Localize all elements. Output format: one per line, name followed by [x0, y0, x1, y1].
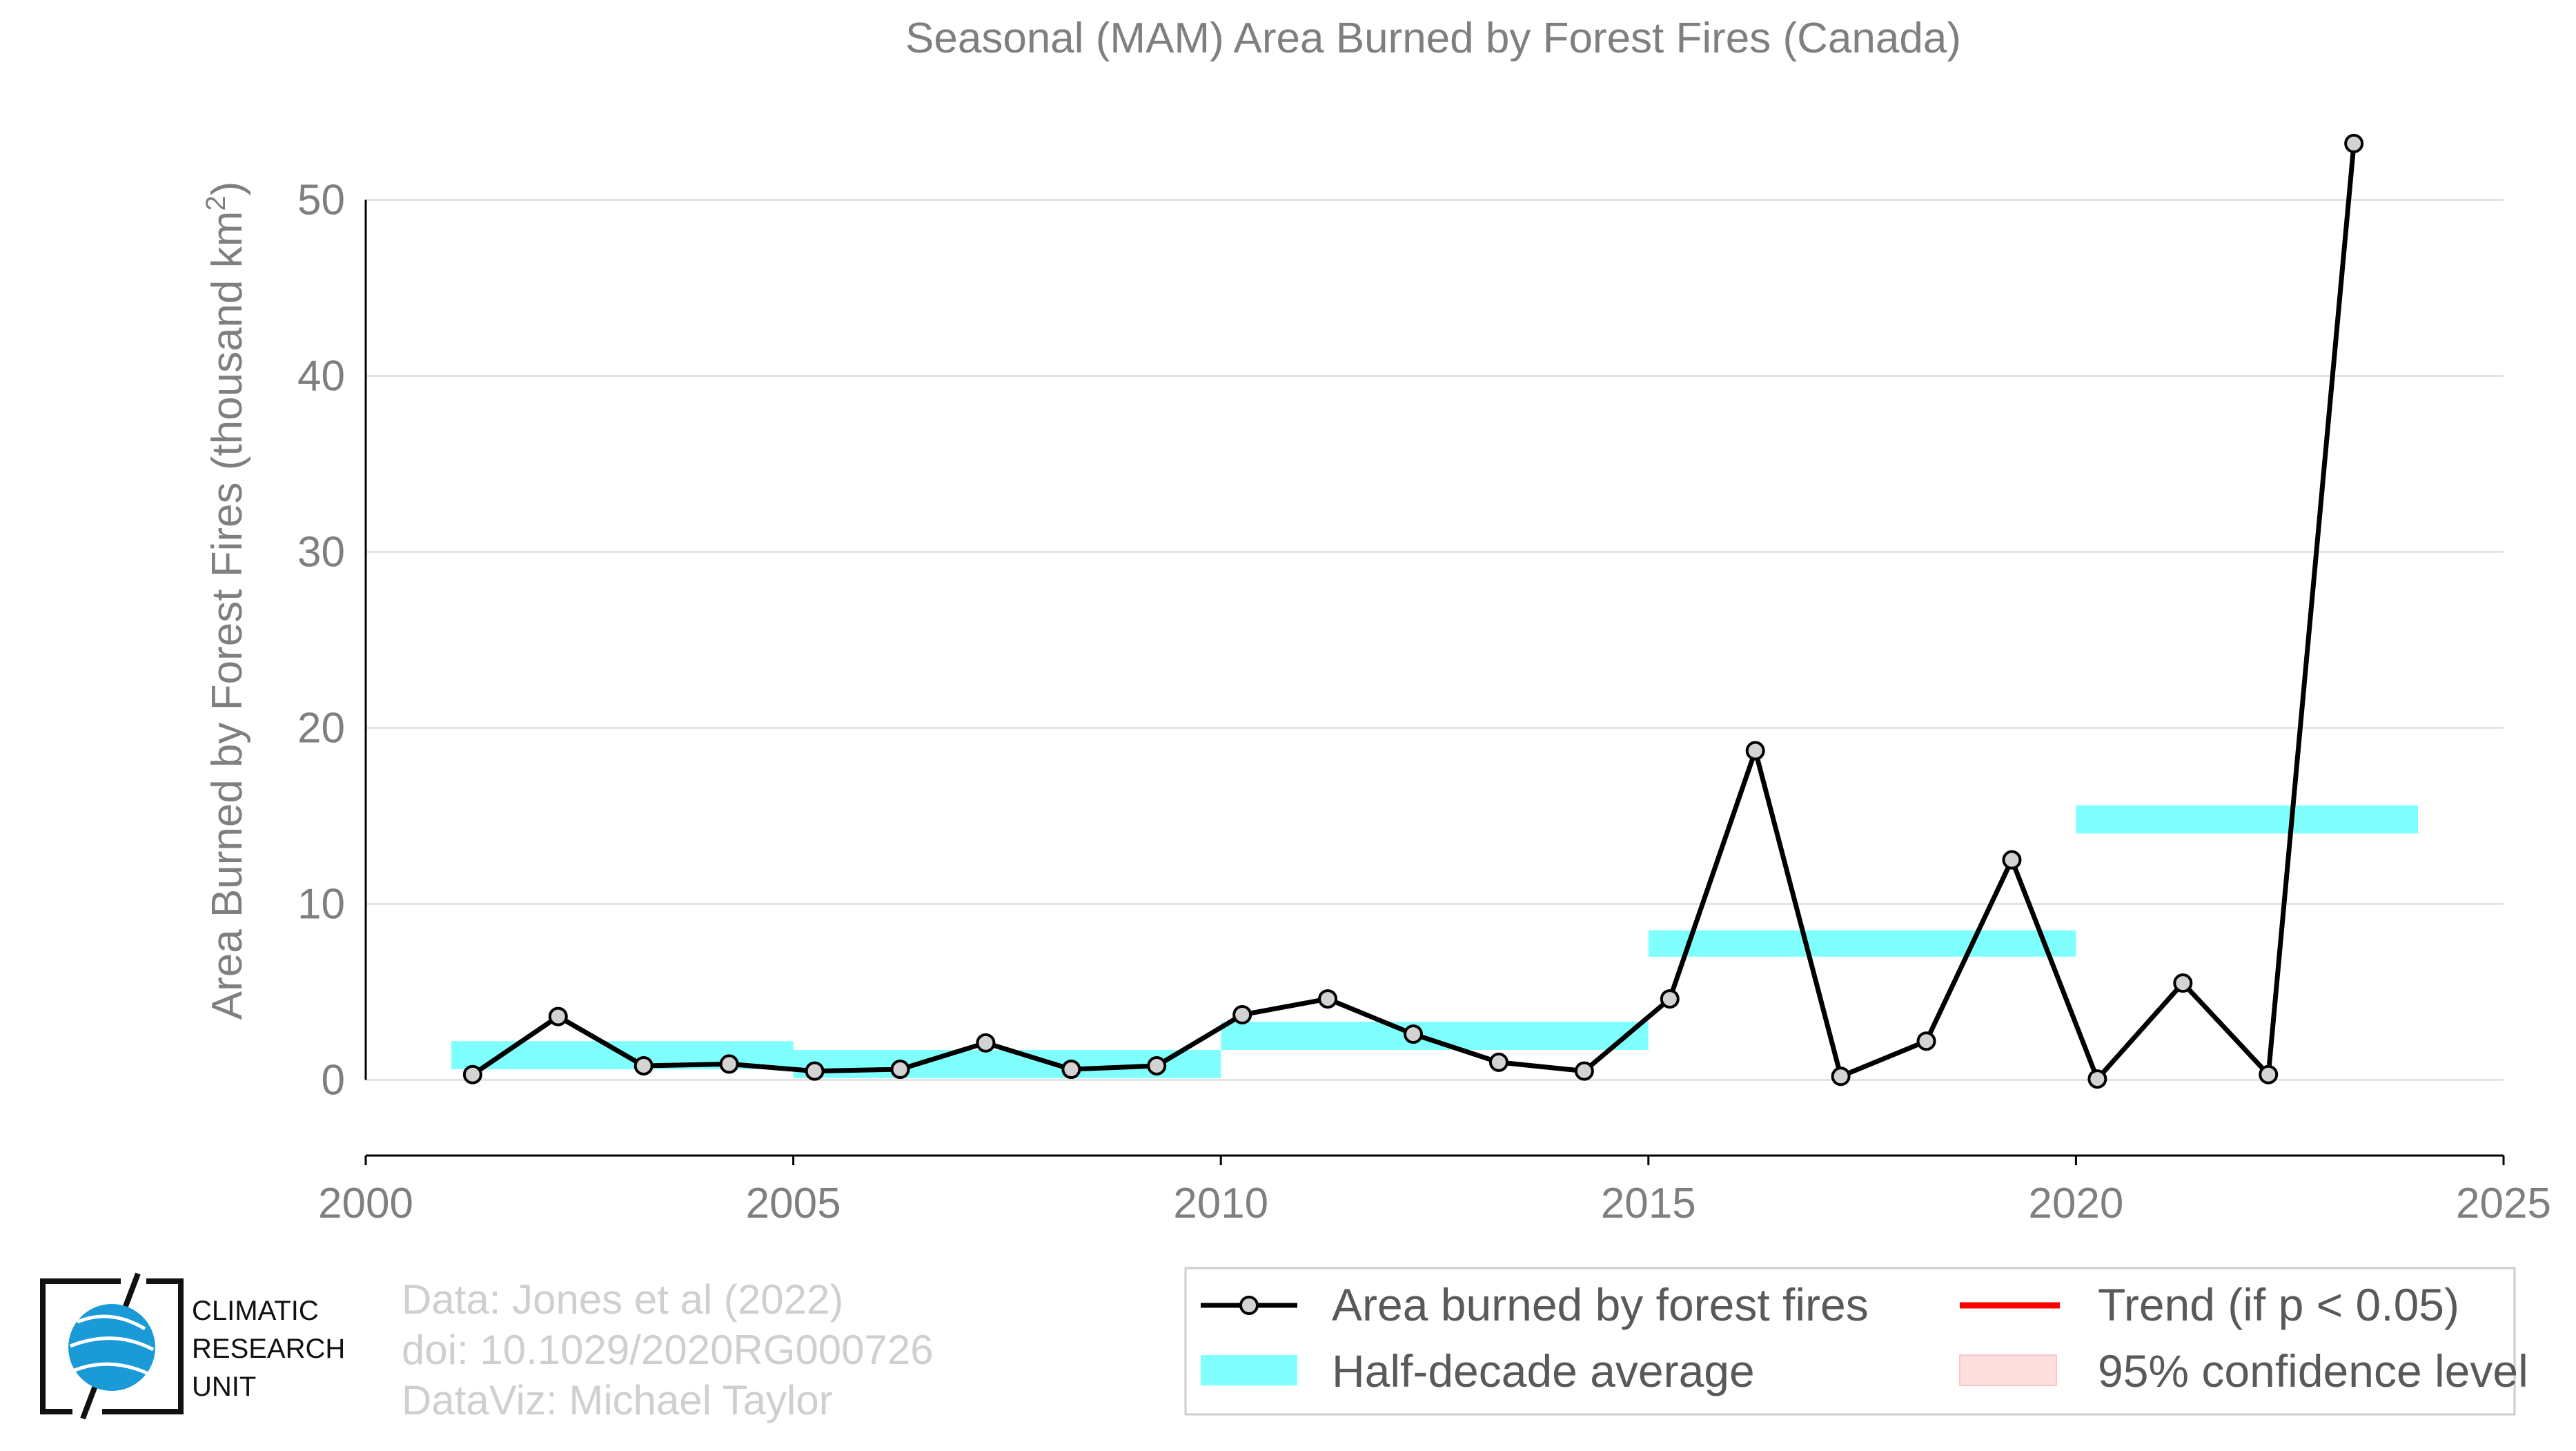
- gridlines: [366, 198, 2504, 1081]
- x-tick-label-2015: 2015: [1601, 1180, 1696, 1227]
- x-tick-label-2020: 2020: [2028, 1180, 2123, 1227]
- globe-wave-2: [70, 1336, 155, 1352]
- y-tick-label-20: 20: [297, 704, 345, 752]
- data-point-13: [1574, 1061, 1594, 1081]
- data-point-0: [462, 1064, 482, 1084]
- data-point-22: [2344, 133, 2364, 153]
- x-tick-label-2010: 2010: [1173, 1180, 1268, 1227]
- data-point-1: [548, 1006, 568, 1026]
- data-point-20: [2173, 973, 2193, 993]
- data-point-9: [1232, 1005, 1252, 1025]
- data-point-5: [890, 1060, 910, 1080]
- cru-logo: CLIMATIC RESEARCH UNIT: [40, 1272, 345, 1420]
- legend-label-confidence: 95% confidence level: [2098, 1345, 2528, 1396]
- y-axis-title: Area Burned by Forest Fires (thousand km…: [201, 182, 251, 1020]
- y-axis-title-superscript: 2: [201, 195, 231, 211]
- logo-bracket-right: [102, 1278, 184, 1414]
- chart-title: Seasonal (MAM) Area Burned by Forest Fir…: [905, 14, 1961, 62]
- y-tick-label-10: 10: [297, 880, 345, 928]
- legend-label-area-burned: Area burned by forest fires: [1332, 1279, 1869, 1330]
- globe-wave-1: [77, 1314, 146, 1331]
- y-tick-label-30: 30: [297, 528, 345, 576]
- half-decade-bands: [451, 805, 2419, 1078]
- half-decade-band-3: [1648, 930, 2076, 957]
- x-tick-labels: 2000 2005 2010 2015 2020 2025: [318, 1156, 2551, 1227]
- half-decade-band-2: [1221, 1022, 1649, 1051]
- x-tick-label-2025: 2025: [2456, 1180, 2551, 1227]
- data-point-2: [633, 1055, 653, 1075]
- y-tick-label-0: 0: [322, 1056, 345, 1104]
- legend-swatch-confidence: [1959, 1354, 2057, 1386]
- axes: [364, 199, 2504, 1157]
- credit-doi: doi: 10.1029/2020RG000726: [402, 1327, 934, 1373]
- x-tick-label-2005: 2005: [746, 1180, 841, 1227]
- legend-marker-area-burned: [1239, 1296, 1259, 1315]
- legend-box: [1184, 1267, 2516, 1416]
- logo-line-3: UNIT: [192, 1372, 256, 1402]
- data-point-16: [1831, 1067, 1851, 1087]
- data-point-21: [2259, 1064, 2279, 1084]
- data-point-11: [1404, 1024, 1424, 1044]
- x-tick-label-2000: 2000: [318, 1180, 413, 1227]
- y-tick-label-50: 50: [297, 176, 345, 224]
- credit-data: Data: Jones et al (2022): [402, 1276, 843, 1323]
- y-axis-title-end: ): [204, 182, 251, 196]
- legend-label-half-decade: Half-decade average: [1332, 1345, 1755, 1396]
- data-point-6: [976, 1033, 996, 1053]
- y-tick-label-40: 40: [297, 352, 345, 400]
- half-decade-band-4: [2076, 805, 2419, 834]
- logo-line-2: RESEARCH: [192, 1334, 345, 1364]
- legend-label-trend: Trend (if p < 0.05): [2098, 1279, 2459, 1330]
- credits: Data: Jones et al (2022) doi: 10.1029/20…: [402, 1276, 934, 1423]
- y-axis-title-main: Area Burned by Forest Fires (thousand km: [204, 211, 251, 1020]
- globe-wave-3: [74, 1362, 150, 1376]
- data-point-3: [719, 1054, 739, 1074]
- logo-line-1: CLIMATIC: [192, 1296, 319, 1326]
- legend: Area burned by forest fires Trend (if p …: [1184, 1267, 2528, 1416]
- data-point-18: [2002, 850, 2022, 870]
- data-point-19: [2087, 1069, 2107, 1089]
- data-point-14: [1660, 989, 1680, 1009]
- data-point-4: [805, 1061, 825, 1081]
- data-point-10: [1318, 989, 1338, 1009]
- logo-bracket-left: [40, 1278, 121, 1414]
- data-point-17: [1916, 1031, 1936, 1051]
- legend-swatch-half-decade: [1201, 1355, 1297, 1385]
- credit-dataviz: DataViz: Michael Taylor: [402, 1377, 833, 1423]
- series-area-burned: [462, 133, 2364, 1089]
- data-point-7: [1061, 1060, 1081, 1080]
- data-point-8: [1147, 1055, 1167, 1075]
- data-point-12: [1488, 1052, 1508, 1072]
- data-point-15: [1745, 741, 1765, 761]
- y-tick-labels: 0 10 20 30 40 50: [297, 176, 345, 1104]
